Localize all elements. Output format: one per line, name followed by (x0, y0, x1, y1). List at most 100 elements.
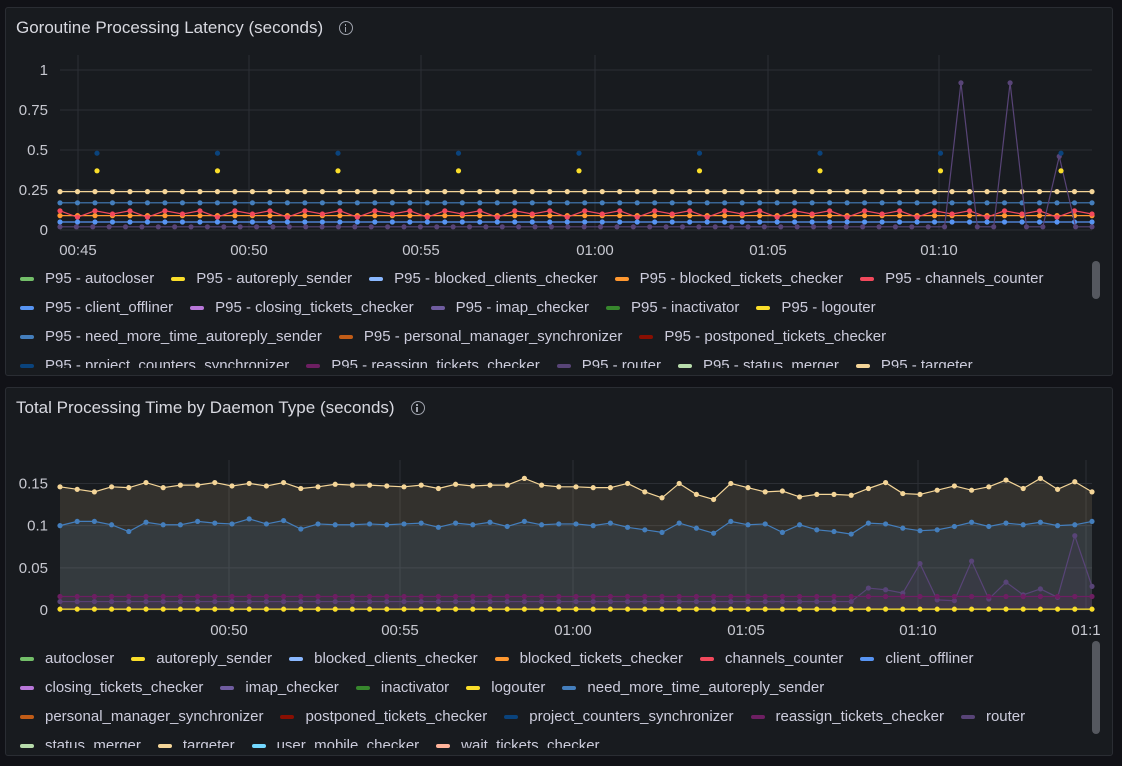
processing-time-chart[interactable]: 0.15 0.1 0.05 0 00:50 00:55 01:00 01:05 01:10 01:… (6, 388, 1112, 638)
data-point (696, 224, 702, 230)
data-point (109, 606, 115, 612)
series-router[interactable] (57, 533, 1095, 610)
data-point (848, 492, 854, 498)
series-targeter[interactable] (57, 475, 1095, 610)
data-point (453, 606, 459, 612)
panel-title-text: Total Processing Time by Daemon Type (se… (16, 398, 395, 417)
data-point (951, 598, 958, 604)
series-targeter[interactable] (57, 189, 1095, 195)
legend-swatch (556, 363, 571, 368)
data-point (126, 606, 132, 612)
data-point (487, 519, 493, 525)
legend-item[interactable]: P95 - closing_tickets_checker (190, 293, 414, 322)
legend-item[interactable]: targeter (157, 731, 235, 748)
legend-item[interactable]: channels_counter (700, 644, 843, 673)
legend-item[interactable]: autocloser (20, 644, 114, 673)
data-point (729, 224, 735, 230)
legend-item[interactable]: P95 - project_counters_synchronizer (20, 351, 289, 368)
legend-item[interactable]: imap_checker (220, 673, 339, 702)
series-need-more-time-autoreply-sender[interactable] (57, 516, 1095, 610)
legend-item[interactable]: status_merger (20, 731, 141, 748)
data-point (762, 606, 768, 612)
legend-item[interactable]: client_offliner (860, 644, 974, 673)
data-point (160, 593, 166, 600)
x-tick-label: 00:55 (381, 622, 419, 638)
data-point (1055, 523, 1061, 529)
legend-item[interactable]: blocked_tickets_checker (494, 644, 683, 673)
data-point (676, 480, 682, 487)
series-router[interactable] (57, 80, 1095, 230)
data-point (582, 189, 588, 195)
legend-item[interactable]: P95 - targeter (855, 351, 973, 368)
legend-item[interactable]: closing_tickets_checker (20, 673, 203, 702)
legend-item[interactable]: P95 - reassign_tickets_checker (306, 351, 540, 368)
data-point (1003, 520, 1009, 526)
legend-label: P95 - client_offliner (45, 299, 174, 316)
data-point (442, 208, 448, 214)
legend-item[interactable]: reassign_tickets_checker (750, 702, 944, 731)
legend-item[interactable]: postponed_tickets_checker (280, 702, 487, 731)
legend-item[interactable]: user_mobile_checker (251, 731, 419, 748)
data-point (687, 208, 693, 214)
legend-item[interactable]: P95 - postponed_tickets_checker (639, 322, 886, 351)
data-point (302, 213, 308, 219)
series-project-counters-synchronizer[interactable] (94, 150, 1064, 156)
legend-item[interactable]: P95 - router (556, 351, 661, 368)
data-point (739, 219, 745, 225)
legend-item[interactable]: P95 - blocked_clients_checker (369, 264, 598, 293)
data-point (144, 189, 151, 195)
data-point (634, 219, 640, 225)
data-point (762, 593, 768, 600)
data-point (267, 200, 273, 206)
legend-item[interactable]: P95 - status_merger (677, 351, 839, 368)
legend-item[interactable]: project_counters_synchronizer (504, 702, 734, 731)
legend-item[interactable]: P95 - autocloser (20, 264, 154, 293)
series-client-offliner[interactable] (57, 219, 1095, 225)
series-autoreply-sender[interactable] (94, 168, 1064, 174)
legend-item[interactable]: need_more_time_autoreply_sender (562, 673, 824, 702)
legend-swatch (860, 656, 875, 661)
series-channels-counter[interactable] (57, 208, 1095, 220)
data-point (477, 213, 483, 219)
legend-scrollbar[interactable] (1092, 261, 1100, 299)
legend-item[interactable]: router (960, 702, 1025, 731)
legend-item[interactable]: personal_manager_synchronizer (20, 702, 263, 731)
legend-item[interactable]: P95 - blocked_tickets_checker (614, 264, 843, 293)
data-point (1007, 80, 1013, 86)
data-point (617, 189, 623, 195)
data-point (303, 224, 309, 230)
legend-item[interactable]: P95 - inactivator (605, 293, 739, 322)
legend-item[interactable]: logouter (466, 673, 545, 702)
legend-item[interactable]: wait_tickets_checker (436, 731, 600, 748)
legend-item[interactable]: P95 - logouter (756, 293, 876, 322)
legend-item[interactable]: P95 - client_offliner (20, 293, 173, 322)
series-autoreply-sender[interactable] (57, 606, 1095, 612)
legend-label: P95 - need_more_time_autoreply_sender (45, 328, 322, 345)
data-point (745, 593, 751, 600)
latency-chart[interactable]: 1 0.75 0.5 0.25 0 00:45 00:50 00:55 01:00 01:05 01… (6, 8, 1112, 258)
data-point (642, 598, 648, 605)
legend-item[interactable]: P95 - autoreply_sender (171, 264, 352, 293)
data-point (711, 593, 717, 600)
legend-scrollbar[interactable] (1092, 641, 1100, 734)
info-icon[interactable] (339, 21, 354, 35)
legend-item[interactable]: P95 - personal_manager_synchronizer (338, 322, 622, 351)
data-point (195, 593, 201, 600)
data-point (122, 224, 129, 230)
data-point (728, 518, 734, 525)
legend-item[interactable]: P95 - imap_checker (430, 293, 589, 322)
legend-item[interactable]: P95 - channels_counter (860, 264, 1044, 293)
data-point (494, 200, 500, 206)
data-point (407, 213, 413, 219)
data-point (319, 200, 325, 206)
series-need-more-time-autoreply-sender[interactable] (57, 200, 1095, 206)
data-point (547, 200, 553, 206)
data-point (281, 479, 287, 486)
legend-item[interactable]: autoreply_sender (131, 644, 272, 673)
data-point (214, 219, 221, 225)
data-point (494, 219, 500, 225)
legend-item[interactable]: inactivator (355, 673, 449, 702)
legend-item[interactable]: P95 - need_more_time_autoreply_sender (20, 322, 322, 351)
info-icon[interactable] (410, 401, 425, 415)
legend-item[interactable]: blocked_clients_checker (289, 644, 478, 673)
